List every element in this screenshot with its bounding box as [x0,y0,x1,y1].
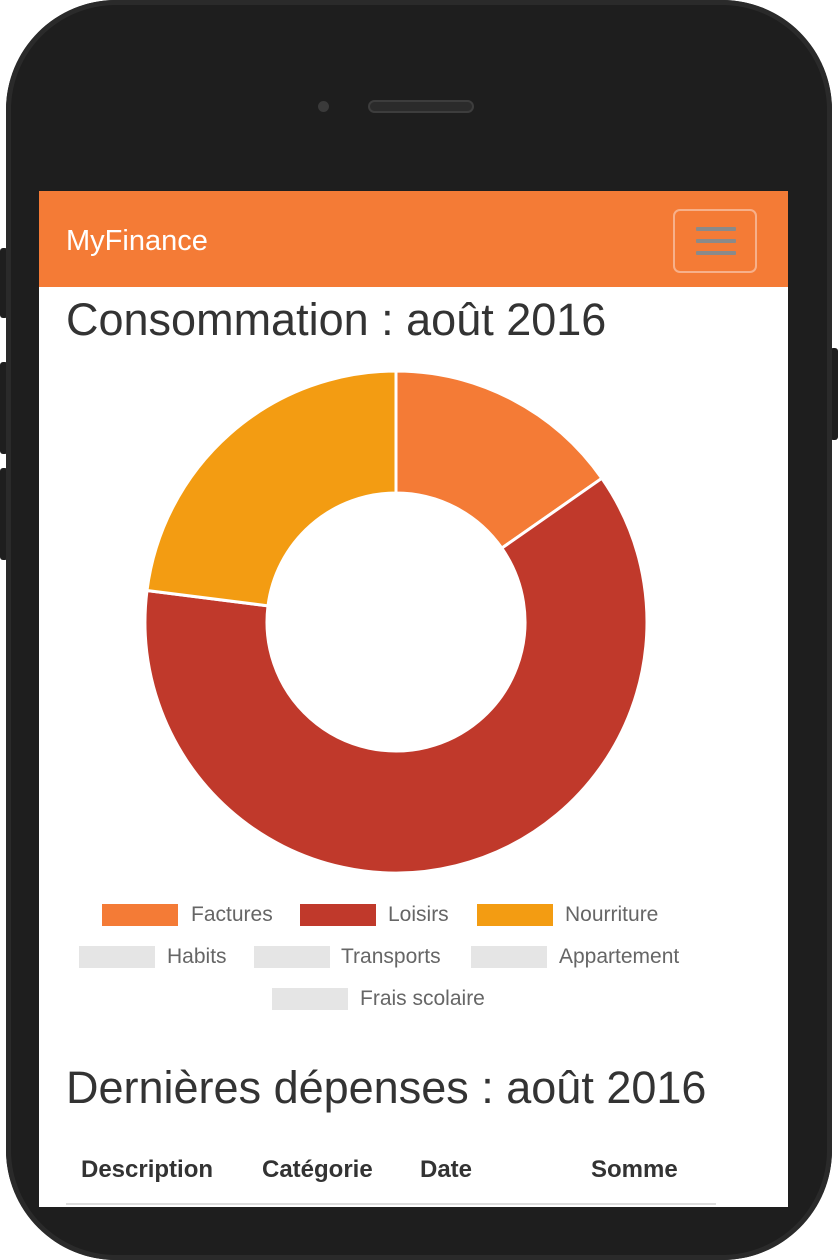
phone-mute-switch [0,248,8,318]
legend-label: Frais scolaire [360,987,485,1010]
column-header-date[interactable]: Date [420,1156,473,1183]
legend-row-3: Frais scolaire [39,984,788,1014]
legend-label: Habits [167,945,227,968]
navbar: MyFinance [39,191,788,287]
column-header-category[interactable]: Catégorie [262,1156,373,1183]
app-screen: MyFinance Consommation : août 2016 Factu… [39,191,788,1207]
column-header-description[interactable]: Description [81,1156,214,1183]
legend-row-2: Habits Transports Appartement [39,942,788,972]
column-header-amount[interactable]: Somme [591,1156,678,1183]
legend-swatch [272,988,348,1010]
donut-slice-factures[interactable] [394,369,604,551]
brand-link[interactable]: MyFinance [66,225,208,257]
camera-icon [318,101,329,112]
legend-swatch [79,946,155,968]
legend-label: Transports [341,945,441,968]
legend-swatch [300,904,376,926]
legend-label: Appartement [559,945,680,968]
legend-label: Factures [191,903,273,926]
legend-label: Nourriture [565,903,659,926]
speaker-grille [368,100,474,113]
phone-power-button [830,348,838,440]
legend-swatch [471,946,547,968]
consumption-donut-chart [143,369,649,875]
legend-label: Loisirs [388,903,449,926]
table-header-divider [66,1203,716,1205]
legend-row-1: Factures Loisirs Nourriture [39,900,788,930]
donut-slice-nourriture[interactable] [145,369,398,608]
donut-slice-loisirs[interactable] [143,476,649,875]
hamburger-menu-icon[interactable] [673,209,757,273]
legend-swatch [477,904,553,926]
phone-volume-down-button [0,468,8,560]
phone-volume-up-button [0,362,8,454]
expenses-title: Dernières dépenses : août 2016 [66,1062,707,1113]
legend-swatch [254,946,330,968]
legend-swatch [102,904,178,926]
consumption-title: Consommation : août 2016 [66,294,607,345]
